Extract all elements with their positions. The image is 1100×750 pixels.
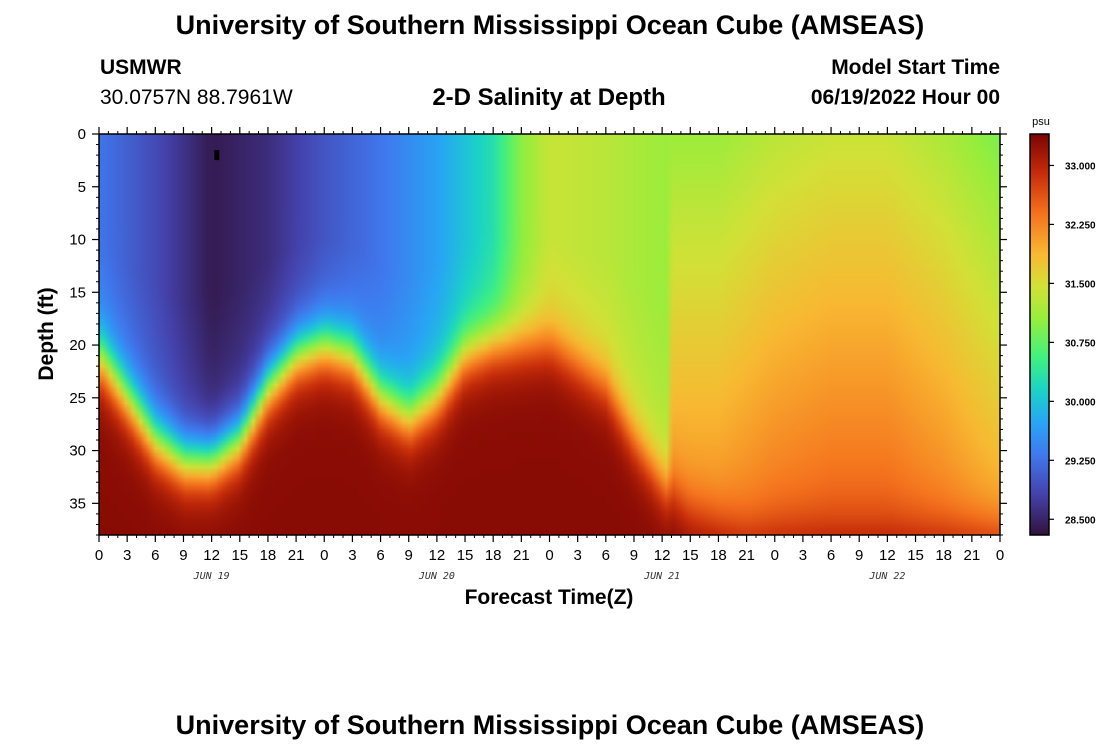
page-title: University of Southern Mississippi Ocean… bbox=[175, 10, 925, 40]
colorbar-tick-label: 29.250 bbox=[1065, 456, 1096, 467]
x-tick-label: 0 bbox=[545, 547, 553, 564]
colorbar-ticks: 28.500 29.250 30.000 30.750 31.500 32.250 33.0… bbox=[1049, 161, 1096, 526]
x-tick-label: 21 bbox=[738, 547, 755, 564]
x-tick-label: 9 bbox=[855, 547, 863, 564]
y-tick-label: 35 bbox=[69, 495, 86, 512]
x-tick-label: 3 bbox=[348, 547, 356, 564]
x-tick-label: 15 bbox=[682, 547, 699, 564]
y-tick-label: 20 bbox=[69, 337, 86, 354]
x-tick-label: 0 bbox=[320, 547, 328, 564]
x-tick-label: 12 bbox=[429, 547, 446, 564]
y-tick-label: 30 bbox=[69, 443, 86, 460]
x-tick-label: 3 bbox=[573, 547, 581, 564]
colorbar bbox=[1030, 134, 1049, 535]
x-tick-label: 6 bbox=[376, 547, 384, 564]
x-tick-label: 12 bbox=[654, 547, 671, 564]
x-tick-label: 18 bbox=[260, 547, 277, 564]
x-tick-label: 21 bbox=[964, 547, 981, 564]
y-tick-label: 10 bbox=[69, 232, 86, 249]
x-tick-label: 0 bbox=[996, 547, 1004, 564]
date-label: JUN 21 bbox=[643, 571, 680, 582]
depth-marker bbox=[214, 150, 220, 161]
x-tick-label: 15 bbox=[231, 547, 248, 564]
colorbar-tick-label: 31.500 bbox=[1065, 279, 1096, 290]
x-tick-label: 9 bbox=[630, 547, 638, 564]
colorbar-unit: psu bbox=[1032, 116, 1050, 128]
y-axis: 0 5 10 15 20 25 30 35 bbox=[69, 126, 1007, 536]
x-tick-label: 18 bbox=[485, 547, 502, 564]
x-tick-label: 15 bbox=[457, 547, 474, 564]
x-tick-label: 12 bbox=[879, 547, 896, 564]
date-label: JUN 19 bbox=[193, 571, 230, 582]
x-axis: 0 3 6 9 12 15 18 21 0 3 6 9 12 15 18 21 0 3 6 9 12 15 18 21 0 3 6 9… bbox=[95, 127, 1004, 564]
y-tick-label: 25 bbox=[69, 390, 86, 407]
y-tick-label: 15 bbox=[69, 284, 86, 301]
plot-title: 2-D Salinity at Depth bbox=[432, 84, 666, 111]
x-tick-label: 18 bbox=[935, 547, 952, 564]
date-label: JUN 22 bbox=[868, 571, 905, 582]
model-start-value: 06/19/2022 Hour 00 bbox=[810, 86, 1000, 109]
x-tick-label: 9 bbox=[179, 547, 187, 564]
x-tick-label: 6 bbox=[151, 547, 159, 564]
station-coordinates: 30.0757N 88.7961W bbox=[100, 86, 293, 109]
date-label: JUN 20 bbox=[418, 571, 455, 582]
colorbar-tick-label: 30.000 bbox=[1065, 397, 1096, 408]
model-start-label: Model Start Time bbox=[831, 56, 1000, 79]
x-tick-label: 9 bbox=[405, 547, 413, 564]
x-tick-label: 18 bbox=[710, 547, 727, 564]
x-tick-label: 6 bbox=[602, 547, 610, 564]
x-tick-label: 3 bbox=[123, 547, 131, 564]
x-tick-label: 15 bbox=[907, 547, 924, 564]
x-axis-title: Forecast Time(Z) bbox=[465, 586, 634, 609]
colorbar-tick-label: 32.250 bbox=[1065, 220, 1096, 231]
x-tick-label: 6 bbox=[827, 547, 835, 564]
colorbar-tick-label: 33.000 bbox=[1065, 161, 1096, 172]
station-name: USMWR bbox=[100, 56, 182, 79]
x-tick-label: 12 bbox=[203, 547, 220, 564]
colorbar-tick-label: 28.500 bbox=[1065, 515, 1096, 526]
x-tick-label: 0 bbox=[771, 547, 779, 564]
colorbar-frame bbox=[1029, 133, 1050, 536]
date-labels: JUN 19 JUN 20 JUN 21 JUN 22 bbox=[193, 571, 906, 582]
x-tick-label: 3 bbox=[799, 547, 807, 564]
salinity-heatmap bbox=[99, 134, 1000, 535]
footer-title: University of Southern Mississippi Ocean… bbox=[175, 710, 925, 740]
y-tick-label: 5 bbox=[78, 179, 86, 196]
y-tick-label: 0 bbox=[78, 126, 86, 143]
colorbar-tick-label: 30.750 bbox=[1065, 338, 1096, 349]
x-tick-label: 21 bbox=[513, 547, 530, 564]
x-tick-label: 21 bbox=[288, 547, 305, 564]
x-tick-label: 0 bbox=[95, 547, 103, 564]
y-axis-title: Depth (ft) bbox=[35, 287, 58, 380]
